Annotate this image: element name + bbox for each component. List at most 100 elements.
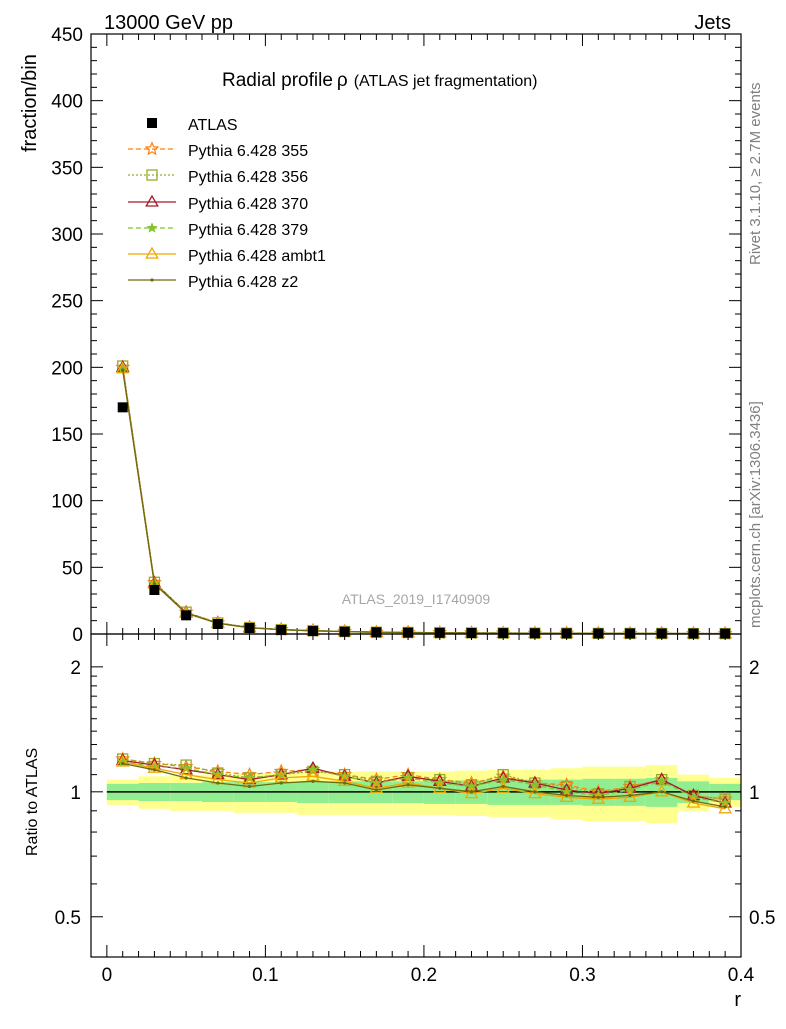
ratio-point-z2 <box>152 768 157 772</box>
ratio-line-ambt1 <box>122 761 726 810</box>
y-axis-label-ratio: Ratio to ATLAS <box>24 748 41 856</box>
legend-label-355: Pythia 6.428 355 <box>188 143 308 160</box>
data-point <box>149 585 160 595</box>
data-point <box>181 610 192 621</box>
y-tick-label: 250 <box>51 292 83 313</box>
x-tick-label: 0.3 <box>569 965 595 986</box>
data-point <box>244 623 255 633</box>
data-point <box>307 626 318 637</box>
y-tick-label: 200 <box>51 358 83 379</box>
data-point <box>593 628 604 639</box>
x-tick-label: 0.2 <box>411 965 437 986</box>
watermark: ATLAS_2019_I1740909 <box>342 591 491 607</box>
ratio-point-z2 <box>247 784 252 789</box>
legend-marker-z2 <box>150 278 154 282</box>
ratio-point-z2 <box>406 783 410 787</box>
legend-label-379: Pythia 6.428 379 <box>188 222 308 239</box>
y-tick-label: 450 <box>51 25 83 46</box>
legend: ATLAS Pythia 6.428 355 Pythia 6.428 356 … <box>188 117 326 291</box>
title-sub: (ATLAS jet fragmentation) <box>354 73 538 90</box>
legend-label-ambt1: Pythia 6.428 ambt1 <box>188 248 326 265</box>
data-point <box>371 627 382 638</box>
legend-marker-p379 <box>146 222 158 233</box>
ratio-point-ambt1 <box>464 786 479 799</box>
ratio-point-z2 <box>121 761 125 766</box>
ratio-y-tick-label: 1 <box>70 783 81 804</box>
legend-label-z2: Pythia 6.428 z2 <box>188 274 298 291</box>
data-point <box>212 619 223 629</box>
legend-label-data: ATLAS <box>188 117 238 134</box>
ratio-point-z2 <box>438 786 442 790</box>
y-tick-label: 0 <box>72 625 83 646</box>
ratio-point-ambt1 <box>147 760 162 773</box>
ratio-point-z2 <box>216 781 220 785</box>
y-tick-label: 150 <box>51 425 83 446</box>
y-tick-label: 400 <box>51 92 83 113</box>
legend-label-356: Pythia 6.428 356 <box>188 169 308 186</box>
y-tick-label: 300 <box>51 225 83 246</box>
ratio-point-ambt1 <box>337 774 352 786</box>
ratio-point-z2 <box>184 776 188 780</box>
ratio-point-ambt1 <box>115 754 130 767</box>
legend-label-370: Pythia 6.428 370 <box>188 196 308 213</box>
ratio-point-ambt1 <box>369 780 384 793</box>
ratio-point-z2 <box>628 793 632 798</box>
ratio-line-z2 <box>122 762 726 808</box>
main-panel: 0 50 100 150 200 250 300 350 400 450 <box>51 25 742 646</box>
x-tick-label: 0 <box>102 965 113 986</box>
series-point-z2 <box>152 582 157 586</box>
data-point <box>466 627 477 638</box>
ratio-point-z2 <box>469 790 474 794</box>
title-symbol: ρ <box>337 70 348 91</box>
legend-marker-ambt1 <box>145 246 159 259</box>
y-axis-label-main: fraction/bin <box>19 54 41 152</box>
ratio-point-z2 <box>723 805 727 809</box>
ratio-line-p379 <box>122 761 726 804</box>
ratio-y-tick-label-right: 0.5 <box>749 908 775 929</box>
ratio-y-tick-label-right: 2 <box>749 658 760 679</box>
y-tick-label: 350 <box>51 158 83 179</box>
legend-marker-p370 <box>145 194 159 207</box>
data-point <box>117 402 128 413</box>
ratio-y-tick-label: 0.5 <box>55 908 81 929</box>
side-mcplots-label: mcplots.cern.ch [arXiv:1306.3436] <box>747 401 764 628</box>
ratio-point-z2 <box>343 781 347 785</box>
data-point <box>276 625 287 635</box>
ratio-point-z2 <box>501 784 505 789</box>
ratio-point-z2 <box>660 790 664 794</box>
title-main: Radial profile <box>222 70 333 91</box>
ratio-point-ambt1 <box>432 780 447 793</box>
ratio-point-z2 <box>691 799 696 803</box>
side-rivet-label: Rivet 3.1.10, ≥ 2.7M events <box>747 83 764 266</box>
ratio-frame <box>90 633 742 958</box>
main-title: Radial profile ρ (ATLAS jet fragmentation) <box>222 70 538 91</box>
ratio-point-p379 <box>656 775 668 787</box>
data-point <box>561 628 572 639</box>
data-point <box>498 628 509 639</box>
data-point <box>434 627 445 638</box>
ratio-point-ambt1 <box>718 801 733 814</box>
ratio-point-ambt1 <box>591 791 606 804</box>
ratio-point-z2 <box>311 779 315 783</box>
legend-marker-p355 <box>144 141 160 156</box>
y-tick-label: 100 <box>51 492 83 513</box>
y-tick-label: 50 <box>62 558 83 579</box>
ratio-point-z2 <box>596 795 600 799</box>
ratio-line-p370 <box>122 759 726 804</box>
ratio-point-z2 <box>565 793 569 798</box>
data-point <box>529 628 540 639</box>
series-point-z2 <box>121 368 125 372</box>
x-tick-label: 0.4 <box>728 965 755 986</box>
legend-marker-data <box>147 118 157 128</box>
ratio-point-ambt1 <box>401 775 415 788</box>
header-left: 13000 GeV pp <box>104 12 233 34</box>
ratio-point-z2 <box>533 790 537 794</box>
legend-marker-p356 <box>146 169 158 181</box>
ratio-panel: 0.5 0.5 1 1 2 2 0 0.1 0.2 0.3 0.4 <box>55 633 775 986</box>
x-axis-label: r <box>734 989 741 1011</box>
ratio-y-tick-label-right: 1 <box>749 783 760 804</box>
header-right: Jets <box>694 12 731 34</box>
x-tick-label: 0.1 <box>252 965 278 986</box>
